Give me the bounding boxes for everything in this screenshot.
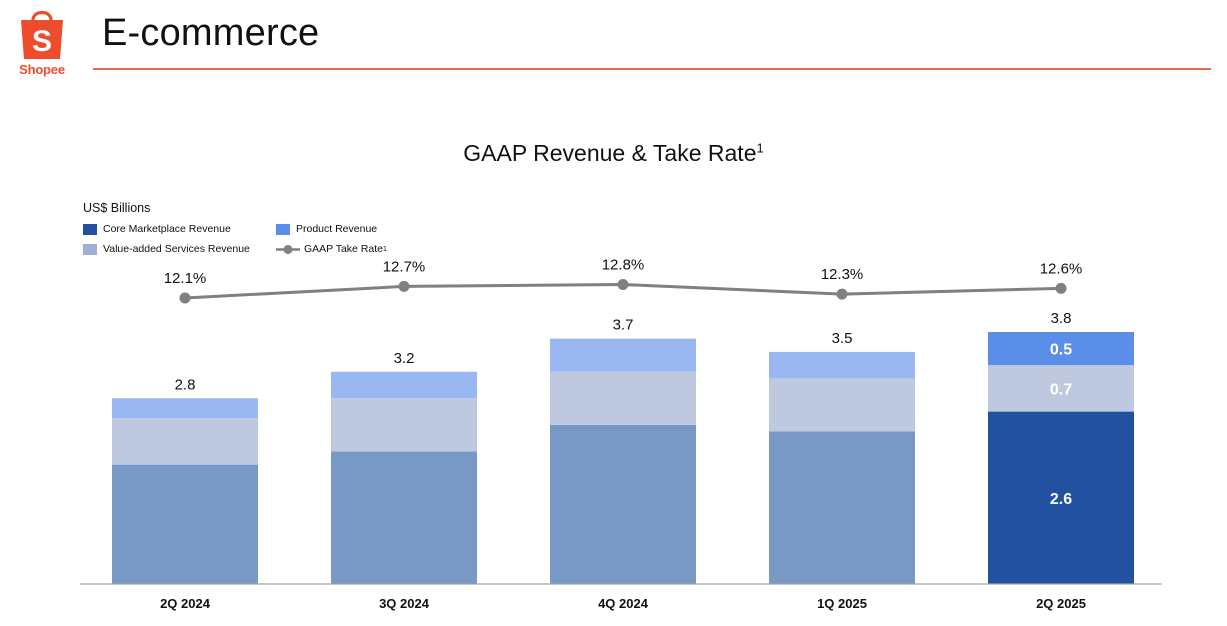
legend-product-revenue: Product Revenue	[276, 223, 377, 235]
take-rate-point	[836, 288, 848, 300]
bar-segment-core-4	[988, 411, 1134, 584]
x-tick-label: 2Q 2025	[1036, 596, 1086, 611]
take-rate-label: 12.8%	[602, 256, 645, 273]
legend-take-rate-footnote: 1	[383, 245, 387, 253]
shopping-bag-icon: S	[21, 10, 63, 59]
shopee-logo: S Shopee	[14, 4, 70, 77]
legend-value-added-services: Value-added Services Revenue	[83, 243, 250, 255]
bar-segment-vas-3	[769, 378, 915, 432]
segment-label-0: 2.6	[1050, 491, 1072, 508]
take-rate-label: 12.7%	[383, 258, 426, 275]
segment-label-1: 0.7	[1050, 381, 1072, 398]
take-rate-point	[617, 278, 629, 290]
segment-label-2: 0.5	[1050, 342, 1072, 359]
legend-take-rate: GAAP Take Rate 1	[276, 243, 387, 255]
legend-line-marker-icon	[276, 244, 300, 254]
legend-core-marketplace: Core Marketplace Revenue	[83, 223, 231, 235]
bar-segment-product-1	[331, 371, 477, 399]
bar-segment-core-2	[550, 424, 696, 584]
take-rate-point	[179, 292, 191, 304]
bar-total-label: 3.5	[832, 330, 853, 347]
bar-segment-vas-0	[112, 418, 258, 465]
bar-segment-product-0	[112, 398, 258, 419]
legend-swatch-vas	[83, 243, 97, 255]
take-rate-label: 12.1%	[164, 270, 207, 287]
bar-segment-product-4	[988, 332, 1134, 366]
take-rate-point	[1055, 282, 1067, 294]
title-divider	[93, 68, 1211, 70]
bar-segment-product-2	[550, 338, 696, 372]
x-tick-label: 4Q 2024	[598, 596, 649, 611]
bar-segment-vas-1	[331, 398, 477, 452]
legend-label-product: Product Revenue	[296, 223, 378, 235]
bar-segment-core-3	[769, 431, 915, 584]
bar-segment-core-1	[331, 451, 477, 584]
bar-segment-vas-2	[550, 371, 696, 425]
bar-segment-product-3	[769, 351, 915, 379]
page-title: E-commerce	[102, 12, 320, 54]
x-tick-label: 1Q 2025	[817, 596, 867, 611]
take-rate-label: 12.6%	[1040, 260, 1083, 277]
chart-title-text: GAAP Revenue & Take Rate	[463, 140, 757, 166]
bar-total-label: 3.2	[394, 350, 415, 367]
bar-total-label: 2.8	[175, 376, 196, 393]
take-rate-point	[398, 280, 410, 292]
y-unit-label: US$ Billions	[83, 201, 151, 215]
bar-total-label: 3.8	[1051, 310, 1072, 327]
bar-total-label: 3.7	[613, 317, 634, 334]
logo-glyph: S	[32, 25, 52, 58]
legend-label-vas: Value-added Services Revenue	[103, 243, 250, 255]
x-tick-label: 3Q 2024	[379, 596, 430, 611]
x-tick-label: 2Q 2024	[160, 596, 211, 611]
logo-text: Shopee	[19, 62, 65, 77]
chart-title: GAAP Revenue & Take Rate1	[0, 140, 1227, 167]
chart-title-footnote: 1	[756, 140, 764, 156]
legend-swatch-core	[83, 223, 97, 235]
bar-segment-core-0	[112, 464, 258, 584]
legend-swatch-product	[276, 223, 290, 235]
legend-label-take-rate: GAAP Take Rate	[304, 243, 383, 255]
take-rate-label: 12.3%	[821, 266, 864, 283]
bar-segment-vas-4	[988, 365, 1134, 412]
legend-label-core: Core Marketplace Revenue	[103, 223, 231, 235]
